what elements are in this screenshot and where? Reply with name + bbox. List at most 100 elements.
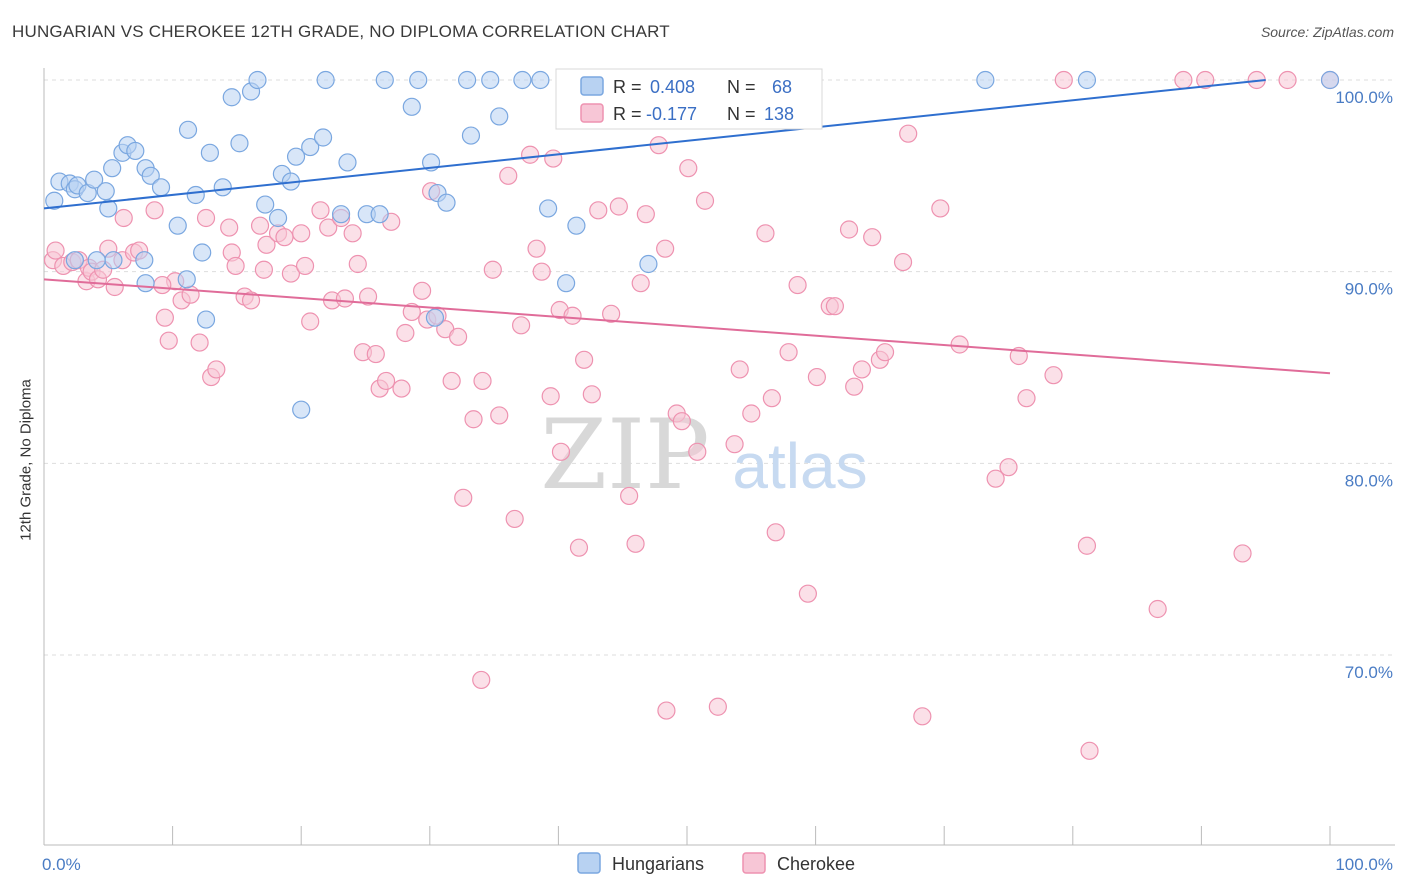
cherokee-point	[626, 534, 645, 553]
cherokee-point	[281, 264, 301, 283]
cherokee-point	[679, 159, 698, 178]
hungarians-point	[402, 97, 421, 116]
cherokee-point	[196, 208, 216, 228]
hungarians-point	[338, 153, 357, 172]
hungarians-point	[96, 182, 115, 201]
hungarians-point	[976, 70, 995, 90]
legend-n-value-2: 138	[764, 104, 794, 124]
cherokee-point	[950, 335, 969, 354]
cherokee-point	[893, 252, 913, 272]
hungarians-point	[375, 70, 394, 90]
cherokee-point	[899, 124, 918, 143]
cherokee-point	[825, 297, 844, 316]
source-label: Source: ZipAtlas.com	[1260, 24, 1394, 40]
cherokee-point	[569, 538, 589, 557]
hungarians-point	[292, 400, 311, 419]
cherokee-point	[348, 254, 367, 274]
x-tick-label: 0.0%	[42, 855, 81, 874]
cherokee-point	[695, 191, 715, 210]
hungarians-point	[531, 70, 550, 90]
cherokee-point	[551, 442, 571, 461]
cherokee-point	[402, 302, 421, 322]
bottom-legend-cherokee: Cherokee	[777, 854, 855, 874]
cherokee-point	[931, 199, 950, 218]
hungarians-point	[409, 70, 428, 90]
cherokee-point	[1080, 741, 1099, 760]
cherokee-point	[582, 385, 601, 404]
hungarians-point	[316, 70, 335, 90]
cherokee-point	[505, 509, 524, 529]
legend-swatch-hungarians	[580, 76, 604, 96]
hungarians-point	[461, 126, 481, 145]
cherokee-point	[544, 149, 563, 168]
cherokee-point	[863, 228, 882, 247]
hungarians-point	[65, 251, 84, 270]
cherokee-point	[343, 224, 362, 243]
hungarians-point	[186, 185, 205, 205]
cherokee-trend-line	[43, 278, 1331, 375]
hungarians-point	[141, 166, 160, 185]
tick-labels: 70.0% 80.0% 90.0% 100.0% 0.0% 100.0%	[42, 88, 1393, 874]
cherokee-point	[779, 343, 798, 362]
cherokee-point	[875, 343, 895, 362]
cherokee-point	[250, 216, 270, 235]
cherokee-point	[490, 406, 509, 425]
cherokee-point	[986, 469, 1005, 488]
hungarians-point	[286, 147, 306, 166]
legend-n-value-1: 68	[772, 77, 792, 97]
cherokee-point	[589, 201, 608, 220]
hungarians-point	[168, 216, 187, 235]
cherokee-point	[1017, 389, 1036, 408]
cherokee-point	[999, 458, 1018, 477]
cherokee-point	[292, 224, 311, 243]
y-tick-label: 90.0%	[1345, 280, 1393, 299]
cherokee-point	[376, 371, 396, 391]
y-tick-label: 100.0%	[1335, 88, 1393, 107]
hungarians-point	[104, 251, 123, 270]
hungarians-point	[151, 178, 171, 197]
cherokee-point	[105, 277, 124, 297]
cherokee-point	[852, 360, 871, 379]
cherokee-point	[672, 412, 691, 431]
cherokee-point	[392, 379, 411, 398]
legend-n-label-1: N =	[727, 77, 756, 97]
cherokee-point	[521, 145, 540, 164]
cherokee-point	[499, 166, 518, 185]
hungarians-point	[256, 195, 275, 214]
y-tick-label: 70.0%	[1345, 663, 1393, 682]
cherokee-point	[254, 260, 274, 279]
hungarians-point	[230, 134, 249, 153]
hungarians-point	[248, 70, 267, 90]
cherokee-point	[541, 387, 560, 406]
grid-lines	[44, 79, 1396, 656]
cherokee-point	[1077, 536, 1097, 555]
hungarians-points	[45, 70, 1340, 419]
cherokee-point	[159, 331, 178, 350]
cherokee-point	[807, 367, 826, 387]
legend-r-value-2: -0.177	[646, 104, 697, 124]
hungarians-point	[268, 208, 288, 228]
cherokee-point	[220, 218, 239, 237]
hungarians-point	[567, 216, 586, 235]
cherokee-point	[442, 371, 461, 391]
cherokee-point	[845, 377, 864, 396]
cherokee-point	[454, 488, 473, 507]
cherokee-point	[602, 304, 621, 323]
cherokee-point	[762, 389, 781, 408]
hungarians-point	[87, 251, 106, 270]
cherokee-point	[1233, 544, 1252, 563]
hungarians-point	[45, 191, 64, 210]
cherokee-point	[1174, 70, 1193, 90]
cherokee-point	[1196, 70, 1215, 90]
cherokee-point	[483, 260, 502, 279]
cherokee-point	[358, 287, 378, 306]
cherokee-point	[396, 323, 415, 343]
cherokee-point	[153, 275, 172, 295]
cherokee-point	[301, 312, 320, 331]
cherokee-point	[788, 275, 807, 295]
cherokee-point	[257, 235, 276, 254]
hungarians-point	[193, 243, 212, 262]
cherokee-point	[335, 289, 355, 308]
cherokee-point	[472, 670, 491, 690]
cherokee-point	[311, 201, 330, 220]
